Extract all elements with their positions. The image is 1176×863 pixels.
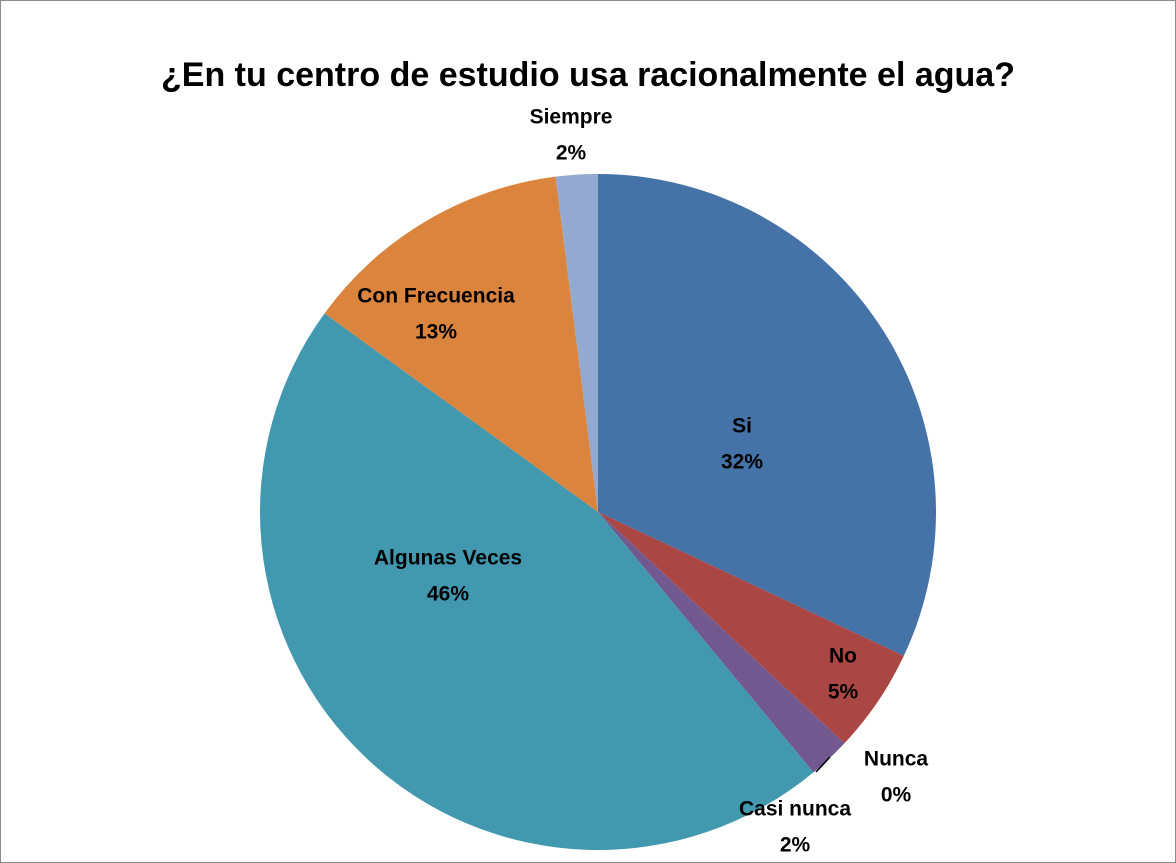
value-label: 46% — [427, 583, 469, 606]
pie-slice — [598, 512, 845, 773]
category-label: Nunca — [864, 748, 929, 771]
category-label: Casi nunca — [739, 798, 851, 821]
data-labels: Si 32% No 5% Nunca 0% Casi nunca 2% Algunas Vece… — [357, 106, 928, 857]
value-label: 2% — [780, 834, 811, 857]
pie-slice — [324, 176, 598, 513]
pie-slice — [598, 174, 936, 656]
category-label: Algunas Veces — [374, 547, 522, 570]
category-label: Si — [732, 415, 752, 438]
category-label: Con Frecuencia — [357, 285, 515, 308]
pie-slice — [598, 512, 904, 744]
pie — [260, 174, 936, 850]
chart-title: ¿En tu centro de estudio usa racionalmen… — [161, 56, 1015, 94]
value-label: 0% — [881, 784, 912, 807]
leader-line — [815, 756, 831, 773]
value-label: 2% — [556, 142, 587, 165]
category-label: Siempre — [530, 106, 613, 129]
pie-slice — [555, 174, 598, 512]
value-label: 13% — [415, 321, 457, 344]
value-label: 32% — [721, 451, 763, 474]
value-label: 5% — [828, 681, 859, 704]
pie-slice — [260, 313, 814, 850]
category-label: No — [829, 645, 857, 668]
